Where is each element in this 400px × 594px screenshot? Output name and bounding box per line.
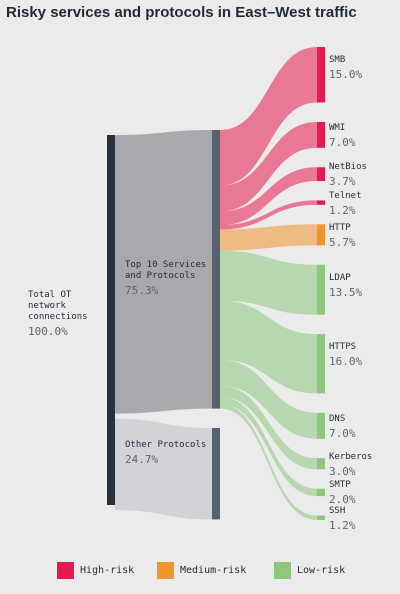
- node-value: 16.0%: [329, 355, 363, 369]
- target-label: Telnet 1.2%: [329, 191, 399, 218]
- node-label: Top 10 Services and Protocols: [125, 260, 207, 281]
- target-node: [317, 121, 325, 148]
- target-node: [317, 515, 325, 520]
- node-value: 1.2%: [329, 518, 356, 532]
- node-label: HTTPS: [329, 342, 357, 353]
- legend-label: High-risk: [80, 565, 135, 576]
- legend-swatch: [274, 562, 291, 579]
- node-value: 3.7%: [329, 175, 356, 189]
- source-node: [107, 135, 115, 505]
- target-node: [317, 412, 325, 439]
- node-value: 15.0%: [329, 68, 363, 81]
- node-label: SSH: [329, 505, 346, 516]
- node-label: Telnet: [329, 190, 362, 201]
- target-label: SMTP 2.0%: [329, 480, 399, 507]
- target-node: [317, 334, 325, 394]
- target-label: LDAP 13.5%: [329, 273, 399, 300]
- flow: [220, 404, 317, 520]
- node-value: 7.0%: [329, 135, 356, 149]
- flow: [220, 121, 317, 212]
- flow: [220, 385, 317, 470]
- target-node: [317, 488, 325, 497]
- target-label: HTTP 5.7%: [329, 223, 399, 250]
- target-node: [317, 224, 325, 246]
- flow: [220, 167, 317, 226]
- flow: [220, 300, 317, 394]
- flow: [115, 418, 212, 520]
- node-value: 100.0%: [28, 325, 68, 338]
- node-label: NetBios: [329, 162, 367, 173]
- legend-swatch: [57, 562, 74, 579]
- flow: [220, 200, 317, 230]
- node-label: WMI: [329, 122, 346, 133]
- node-value: 1.2%: [329, 203, 356, 217]
- target-label: Kerberos 3.0%: [329, 452, 399, 479]
- target-label: WMI 7.0%: [329, 123, 399, 150]
- node-value: 13.5%: [329, 285, 363, 299]
- target-label: DNS 7.0%: [329, 414, 399, 441]
- target-node: [317, 458, 325, 470]
- target-label: NetBios 3.7%: [329, 162, 399, 189]
- legend-swatch: [157, 562, 174, 579]
- source-label: Total OT network connections 100.0%: [28, 290, 103, 339]
- node-value: 5.7%: [329, 235, 356, 249]
- flow: [220, 250, 317, 315]
- target-label: HTTPS 16.0%: [329, 342, 399, 369]
- node-label: Other Protocols: [125, 440, 207, 450]
- flow: [115, 130, 212, 414]
- node-label: SMB: [329, 55, 346, 65]
- target-node: [317, 47, 325, 103]
- group-node: [212, 130, 220, 409]
- group-node: [212, 428, 220, 520]
- target-node: [317, 200, 325, 205]
- legend-label: Medium-risk: [180, 565, 247, 576]
- target-node: [317, 167, 325, 181]
- group-label: Top 10 Services and Protocols 75.3%: [125, 260, 210, 298]
- node-value: 7.0%: [329, 426, 356, 440]
- node-value: 75.3%: [125, 284, 159, 297]
- node-label: DNS: [329, 413, 346, 424]
- target-node: [317, 264, 325, 315]
- node-label: Total OT network connections: [28, 290, 88, 322]
- flow: [220, 396, 317, 497]
- node-label: Kerberos: [329, 451, 373, 462]
- legend-label: Low-risk: [297, 565, 346, 576]
- flow: [220, 47, 317, 186]
- node-label: HTTP: [329, 222, 351, 233]
- target-label: SMB 15.0%: [329, 55, 399, 82]
- node-value: 2.0%: [329, 493, 356, 507]
- flow: [220, 224, 317, 251]
- node-label: LDAP: [329, 272, 351, 283]
- group-label: Other Protocols 24.7%: [125, 440, 210, 467]
- node-value: 3.0%: [329, 464, 356, 478]
- chart-title: Risky services and protocols in East–Wes…: [6, 4, 357, 21]
- node-value: 24.7%: [125, 453, 159, 466]
- target-label: SSH 1.2%: [329, 506, 399, 533]
- flow: [220, 359, 317, 439]
- node-label: SMTP: [329, 480, 351, 491]
